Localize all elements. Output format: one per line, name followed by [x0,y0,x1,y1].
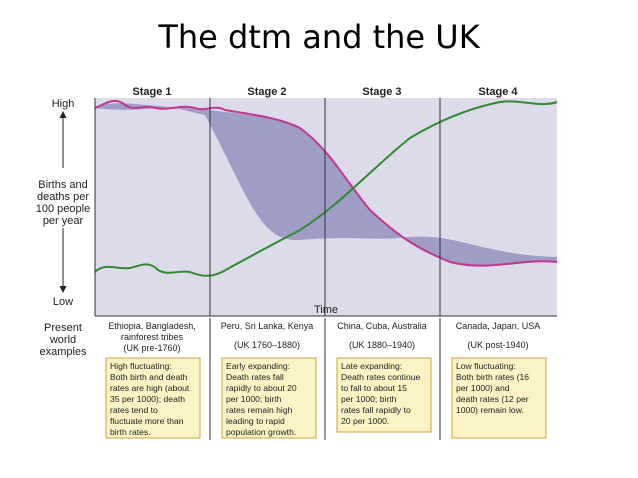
description-line: Low fluctuating: [456,361,516,371]
description-line: Death rates fall [226,372,284,382]
uk-period: (UK pre-1760) [123,343,180,353]
description-line: Both birth rates (16 [456,372,529,382]
slide-title: The dtm and the UK [158,18,480,56]
example-line: Canada, Japan, USA [456,321,541,331]
row-label-line: examples [39,346,87,358]
y-axis-low: Low [53,296,73,308]
description-line: population growth. [226,427,296,437]
description-line: rates remain high [226,405,293,415]
uk-period: (UK 1880–1940) [349,340,415,350]
birth-rate-line [94,99,558,267]
description-line: death rates (12 per [456,394,529,404]
description-line: High fluctuating: [110,361,172,371]
stage-3-label: Stage 3 [362,86,401,98]
stage-3-description-box: Late expanding: Death rates continue to … [336,357,432,433]
y-axis-label-line: 100 people [36,203,90,215]
description-line: leading to rapid [226,416,285,426]
description-line: to fall to about 15 [341,383,407,393]
stage-3-examples: China, Cuba, Australia (UK 1880–1940) [337,321,427,350]
present-world-examples-label: Present world examples [39,322,87,358]
description-line: rates fall rapidly to [341,405,411,415]
y-axis-label-line: per year [43,215,84,227]
stage-2-label: Stage 2 [247,86,286,98]
description-line: 35 per 1000); death [110,394,185,404]
y-axis-arrow [59,111,67,293]
x-axis-label: Time [314,304,338,316]
description-line: 1000) remain low. [456,405,524,415]
description-line: rapidly to about 20 [226,383,297,393]
description-line: Both birth and death [110,372,188,382]
description-line: Death rates continue [341,372,421,382]
y-axis-label: Births and deaths per 100 people per yea… [36,179,90,227]
description-line: fluctuate more than [110,416,184,426]
y-axis-label-line: deaths per [37,191,89,203]
natural-increase-area [95,103,557,267]
example-line: rainforest tribes [121,332,184,342]
death-rate-line [94,100,558,277]
stage-4-examples: Canada, Japan, USA (UK post-1940) [456,321,541,350]
y-axis-high: High [52,98,75,110]
uk-period: (UK post-1940) [467,340,528,350]
stage-2-description-box: Early expanding: Death rates fall rapidl… [221,357,317,439]
description-line: per 1000; birth [341,394,397,404]
description-line: 20 per 1000. [341,416,389,426]
stage-4-description-box: Low fluctuating: Both birth rates (16 pe… [451,357,547,439]
example-line: Ethiopia, Bangladesh, [108,321,196,331]
description-line: per 1000; birth [226,394,282,404]
example-line: China, Cuba, Australia [337,321,427,331]
stage-1-label: Stage 1 [132,86,171,98]
stage-1-description-box: High fluctuating: Both birth and death r… [105,357,201,439]
example-line: Peru, Sri Lanka, Kenya [221,321,314,331]
stage-1-examples: Ethiopia, Bangladesh, rainforest tribes … [108,321,196,353]
description-line: Late expanding: [341,361,402,371]
description-line: rates are high (about [110,383,190,393]
y-axis-label-line: Births and [38,179,88,191]
description-line: birth rates. [110,427,151,437]
description-line: rates tend to [110,405,158,415]
row-label-line: world [49,334,76,346]
uk-period: (UK 1760–1880) [234,340,300,350]
description-line: per 1000) and [456,383,510,393]
row-label-line: Present [44,322,82,334]
description-line: Early expanding: [226,361,290,371]
stage-4-label: Stage 4 [478,86,518,98]
stage-2-examples: Peru, Sri Lanka, Kenya (UK 1760–1880) [221,321,314,350]
